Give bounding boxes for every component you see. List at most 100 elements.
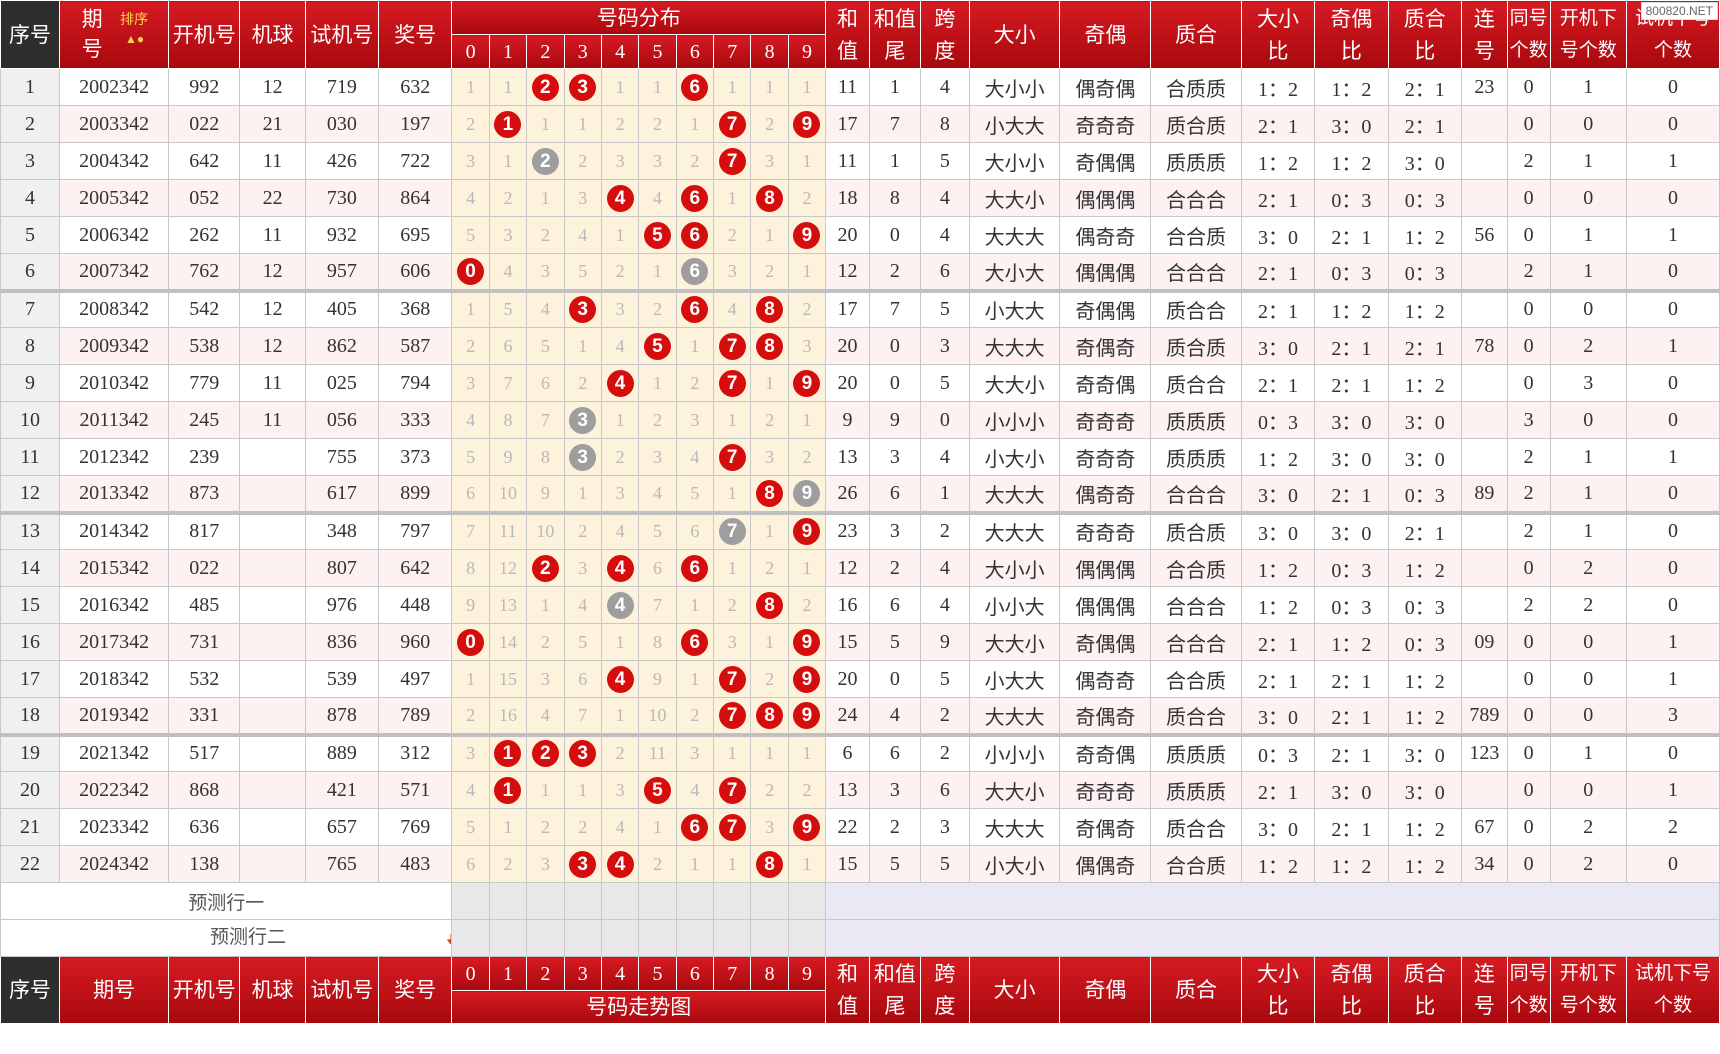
row-oe-ratio: 1：2 (1314, 623, 1389, 661)
table-row: 7 2008342 542 12 405 368 1 5 4 3 3 2 6 4 8 2 17 7 5 小大大 奇偶偶质… (0, 290, 1720, 328)
col-distribution: 号码分布 (451, 0, 827, 35)
row-prize: 960 (378, 623, 453, 661)
foot-digit-9: 9 (787, 956, 827, 991)
row-open: 642 (168, 142, 241, 180)
row-bs-ratio: 2：1 (1240, 253, 1316, 293)
row-trial-next: 1 (1626, 216, 1720, 254)
dist-cell-5: 1 (638, 364, 677, 402)
row-oe-ratio: 0：3 (1314, 586, 1389, 624)
sort-label[interactable]: 排序 (120, 13, 149, 28)
draw-rows: 1 2002342 992 12 719 632 1 1 2 3 1 1 6 1 1 1 11 1 4 大小小 偶奇偶合… (0, 68, 1720, 883)
row-bigsmall: 小小大 (968, 586, 1061, 624)
dist-cell-9: 1 (787, 734, 827, 772)
row-bigsmall: 大大大 (968, 808, 1061, 846)
predict-row-1-label[interactable]: 预测行一 (0, 882, 453, 920)
dist-cell-0: 3 (451, 734, 490, 772)
row-trial: 539 (304, 660, 380, 698)
row-pc-ratio: 1：2 (1387, 216, 1462, 254)
row-primecomp: 质合合 (1150, 290, 1242, 328)
row-bs-ratio: 1：2 (1240, 586, 1316, 624)
hit-ball: 4 (606, 184, 634, 212)
dist-cell-8: 2 (750, 660, 789, 698)
row-machine (239, 771, 306, 809)
dist-cell-4: 1 (600, 401, 640, 439)
hit-ball: 3 (569, 73, 597, 101)
row-trial-next: 0 (1626, 105, 1720, 143)
dist-cell-3: 3 (563, 179, 602, 217)
row-span: 9 (919, 623, 970, 661)
dist-cell-5: 8 (638, 623, 677, 661)
hit-ball: 0 (457, 628, 485, 656)
dist-cell-5: 5 (638, 771, 677, 809)
hit-ball: 4 (606, 591, 634, 619)
dist-cell-7: 7 (713, 142, 752, 180)
row-primecomp: 合合质 (1150, 549, 1242, 587)
sort-arrow-icon[interactable]: ▲● (125, 32, 145, 46)
hit-ball: 9 (793, 665, 821, 693)
dist-cell-3: 2 (563, 142, 602, 180)
arrow-down-icon[interactable]: 🡇 (446, 934, 451, 951)
row-span: 3 (919, 327, 970, 365)
row-bs-ratio: 3：0 (1240, 697, 1316, 737)
row-oddeven: 奇奇奇 (1059, 771, 1152, 809)
row-sum: 13 (825, 771, 870, 809)
col-machine: 机球 (239, 0, 306, 69)
row-oddeven: 偶奇奇 (1059, 216, 1152, 254)
row-prize: 368 (378, 290, 453, 328)
dist-cell-5: 4 (638, 179, 677, 217)
row-consec: 123 (1460, 734, 1508, 772)
dist-cell-7: 4 (713, 290, 752, 328)
row-trial-next: 0 (1626, 401, 1720, 439)
row-primecomp: 质质质 (1150, 401, 1242, 439)
dist-cell-0: 4 (451, 771, 490, 809)
row-bs-ratio: 2：1 (1240, 105, 1316, 143)
dist-cell-4: 4 (600, 808, 640, 846)
dist-cell-7: 2 (713, 216, 752, 254)
row-primecomp: 合合合 (1150, 586, 1242, 624)
row-primecomp: 合合质 (1150, 845, 1242, 883)
hit-ball: 6 (681, 296, 709, 324)
hit-ball: 2 (531, 740, 559, 768)
dist-cell-3: 2 (563, 512, 602, 550)
dist-cell-0: 1 (451, 660, 490, 698)
row-trial-next: 0 (1626, 845, 1720, 883)
table-row: 22 2024342 138 765 483 6 2 3 3 4 2 1 1 8 1 15 5 5 小大小 偶偶奇 合合… (0, 845, 1720, 883)
row-sum: 16 (825, 586, 870, 624)
row-period: 2017342 (59, 623, 170, 661)
dist-cell-3: 2 (563, 364, 602, 402)
hit-ball: 7 (718, 701, 746, 729)
row-pc-ratio: 0：3 (1387, 475, 1462, 515)
row-machine: 11 (239, 401, 306, 439)
row-primecomp: 质质质 (1150, 734, 1242, 772)
row-same: 2 (1506, 586, 1551, 624)
dist-cell-4: 4 (600, 512, 640, 550)
dist-cell-7: 7 (713, 438, 752, 476)
row-seq: 6 (0, 253, 61, 293)
row-open: 542 (168, 290, 241, 328)
hit-ball: 8 (756, 332, 784, 360)
dist-cell-3: 3 (563, 290, 602, 328)
row-same: 2 (1506, 512, 1551, 550)
table-row: 12 2013342 873 617 899 6 10 9 1 3 4 5 1 8 9 26 6 1 大大大 偶奇奇合… (0, 475, 1720, 515)
hit-ball: 1 (494, 740, 522, 768)
row-pc-ratio: 1：2 (1387, 808, 1462, 846)
dist-cell-4: 4 (600, 586, 640, 624)
digit-header-1: 1 (488, 34, 528, 69)
row-sum-tail: 5 (868, 623, 921, 661)
col-period[interactable]: 期号 排序 ▲● (59, 0, 170, 69)
dist-cell-1: 9 (488, 438, 528, 476)
dist-cell-9: 1 (787, 142, 827, 180)
table-row: 15 2016342 485 976 448 9 13 1 4 4 7 1 2 8 2 16 6 4 小小大 偶偶偶合… (0, 586, 1720, 624)
hit-ball: 4 (606, 850, 634, 878)
hit-ball: 1 (494, 110, 522, 138)
dist-cell-9: 9 (787, 808, 827, 846)
hit-ball: 6 (681, 628, 709, 656)
dist-cell-8: 8 (750, 290, 789, 328)
dist-cell-9: 9 (787, 364, 827, 402)
digit-header-0: 0 (451, 34, 490, 69)
predict-row-2-label[interactable]: 预测行二🡇 (0, 919, 453, 957)
table-row: 20 2022342 868 421 571 4 1 1 1 3 5 4 7 2 2 13 3 6 大大小 奇奇奇 质质… (0, 771, 1720, 809)
row-same: 2 (1506, 438, 1551, 476)
hit-ball: 7 (718, 443, 746, 471)
dist-cell-8: 2 (750, 105, 789, 143)
